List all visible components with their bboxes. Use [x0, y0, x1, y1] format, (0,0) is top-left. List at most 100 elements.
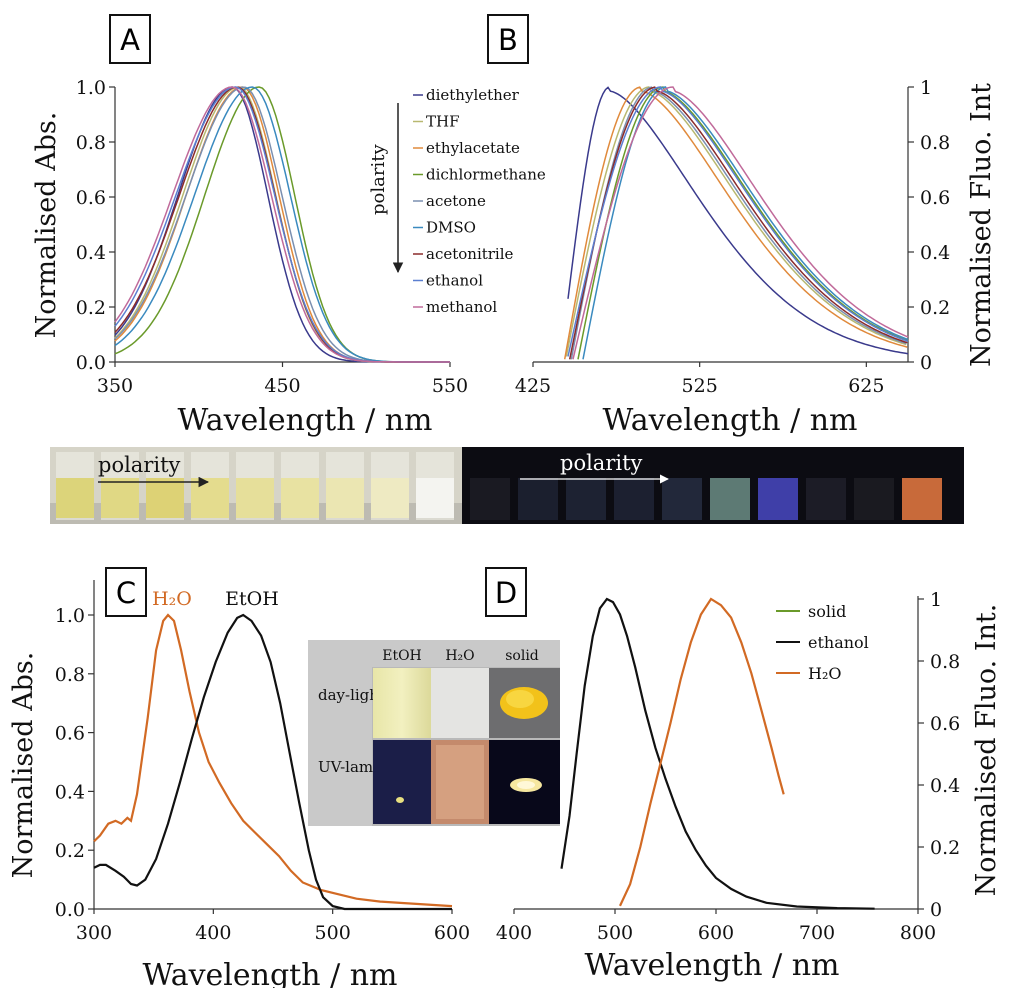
legend-label-diethylether: diethylether — [426, 86, 520, 104]
vial-photo-strip: polarity polarity — [50, 447, 964, 524]
panel-b-ylabel: Normalised Fluo. Int — [966, 83, 997, 367]
fluo-curve-thf — [565, 86, 907, 357]
panel-c-ytick-label: 0.4 — [55, 781, 85, 803]
panel-b-ytick-label: 1 — [920, 77, 932, 99]
panel-d-xtick-label: 700 — [799, 922, 835, 944]
panel-d-legend: solid ethanol H₂O — [776, 602, 869, 683]
panel-c-xtick-label: 500 — [315, 922, 351, 944]
panel-b: B 0 0.2 0.4 0.6 0.8 1 425 525 625 Normalised Fl… — [487, 14, 997, 438]
legend-label-dmso: DMSO — [426, 219, 476, 237]
panel-d: D 0 0.2 0.4 0.6 0.8 1 400 500 600 700 800 Normali… — [485, 567, 1002, 983]
panel-c-xtick-label: 600 — [434, 922, 470, 944]
inset-row-uvlamp: UV-lamp — [318, 758, 383, 776]
panel-d-ytick-label: 0.4 — [930, 775, 960, 797]
panel-c-xtick-label: 400 — [195, 922, 231, 944]
panel-b-curves — [563, 86, 909, 360]
fluo-curve-methanol — [572, 86, 909, 360]
panel-a-ytick-label: 1.0 — [76, 77, 106, 99]
panel-a-xtick-label: 350 — [97, 375, 133, 397]
vial-uv — [710, 478, 750, 520]
panel-b-ytick-label: 0.8 — [920, 132, 950, 154]
panel-c-xtick-label: 300 — [76, 922, 112, 944]
strip-polarity-label-left: polarity — [98, 453, 181, 477]
vial-uv — [518, 478, 558, 520]
panel-d-ylabel: Normalised Fluo. Int. — [971, 604, 1002, 897]
panel-a-ytick-label: 0.2 — [76, 297, 106, 319]
panel-a-ylabel: Normalised Abs. — [31, 112, 62, 339]
vial-uv — [902, 478, 942, 520]
panel-d-ytick-label: 0 — [930, 899, 942, 921]
panel-d-label: D — [495, 576, 517, 610]
panel-b-ytick-label: 0.6 — [920, 187, 950, 209]
panel-a-legend: diethylether THF ethylacetate dichlormethan… — [413, 86, 546, 316]
vial-daylight-liquid — [56, 478, 94, 518]
abs-curve-h2o — [93, 613, 453, 908]
panel-d-xtick-label: 400 — [496, 922, 532, 944]
vial-uv — [854, 478, 894, 520]
vial-daylight-liquid — [101, 478, 139, 518]
panel-b-ytick-label: 0.4 — [920, 242, 950, 264]
legend-label-dichlormethane: dichlormethane — [426, 166, 546, 184]
panel-a-ytick-label: 0.6 — [76, 187, 106, 209]
legend-label-methanol: methanol — [426, 298, 497, 316]
polarity-arrow-label: polarity — [368, 144, 389, 215]
strip-polarity-label-right: polarity — [560, 451, 643, 475]
photo-h2o-daylight — [431, 668, 489, 738]
panel-d-ytick-label: 0.6 — [930, 713, 960, 735]
vial-daylight-liquid — [281, 478, 319, 518]
panel-c: C 0.0 0.2 0.4 0.6 0.8 1.0 300 400 500 600 H₂O Et… — [8, 567, 560, 988]
panel-b-ytick-label: 0 — [920, 352, 932, 374]
panel-a-label-box — [109, 14, 151, 64]
fluo-curve-ethylacetate — [563, 86, 908, 360]
legend-d-label-2: H₂O — [808, 664, 841, 683]
panel-a-xtick-label: 450 — [264, 375, 300, 397]
inset-col-etoh: EtOH — [382, 648, 422, 664]
inset-col-solid: solid — [505, 648, 539, 664]
vial-uv — [758, 478, 798, 520]
fluo-curve-dichlormethane — [577, 86, 909, 360]
inset-row-daylight: day-light — [318, 686, 385, 704]
panel-a-curves — [114, 86, 450, 363]
panel-a-ytick-label: 0.8 — [76, 132, 106, 154]
fluo-curve-ethanol — [567, 86, 909, 357]
vial-uv — [662, 478, 702, 520]
inset-photo-grid: EtOH H₂O solid day-light UV-lamp — [308, 640, 560, 826]
vial-daylight-liquid — [371, 478, 409, 518]
abs-curve-etoh — [93, 613, 452, 911]
panel-d-xtick-label: 600 — [698, 922, 734, 944]
panel-d-xlabel: Wavelength / nm — [584, 948, 839, 983]
panel-c-label: C — [116, 576, 136, 610]
photo-etoh-uv — [373, 740, 431, 824]
panel-d-ytick-label: 0.8 — [930, 651, 960, 673]
photo-etoh-daylight — [373, 668, 431, 738]
inset-col-h2o: H₂O — [445, 648, 474, 664]
annotation-etoh: EtOH — [225, 588, 279, 610]
panel-d-curves — [560, 597, 875, 910]
legend-d-label-1: ethanol — [808, 633, 869, 652]
vial-daylight-liquid — [146, 478, 184, 518]
panel-b-xtick-label: 425 — [515, 375, 551, 397]
vial-uv — [614, 478, 654, 520]
vial-daylight-liquid — [236, 478, 274, 518]
fluo-curve-acetone — [570, 86, 907, 360]
panel-b-label-box — [487, 14, 529, 64]
fluo-curve-acetonitrile — [568, 86, 908, 360]
legend-label-ethylacetate: ethylacetate — [426, 139, 520, 157]
panel-a-label: A — [120, 23, 140, 57]
vial-daylight-liquid — [191, 478, 229, 518]
panel-b-ytick-label: 0.2 — [920, 297, 950, 319]
vial-uv — [806, 478, 846, 520]
panel-b-label: B — [498, 23, 518, 57]
panel-c-curves — [93, 613, 453, 911]
fluo-curve-ethanol — [560, 597, 875, 910]
panel-a-ytick-label: 0.0 — [76, 352, 106, 374]
legend-label-thf: THF — [426, 113, 460, 131]
panel-a-xlabel: Wavelength / nm — [177, 403, 432, 438]
legend-label-ethanol: ethanol — [426, 272, 483, 290]
panel-b-xlabel: Wavelength / nm — [602, 403, 857, 438]
panel-c-ytick-label: 0.0 — [55, 899, 85, 921]
panel-b-xtick-label: 525 — [682, 375, 718, 397]
panel-d-xtick-label: 800 — [900, 922, 936, 944]
panel-d-ytick-label: 1 — [930, 589, 942, 611]
